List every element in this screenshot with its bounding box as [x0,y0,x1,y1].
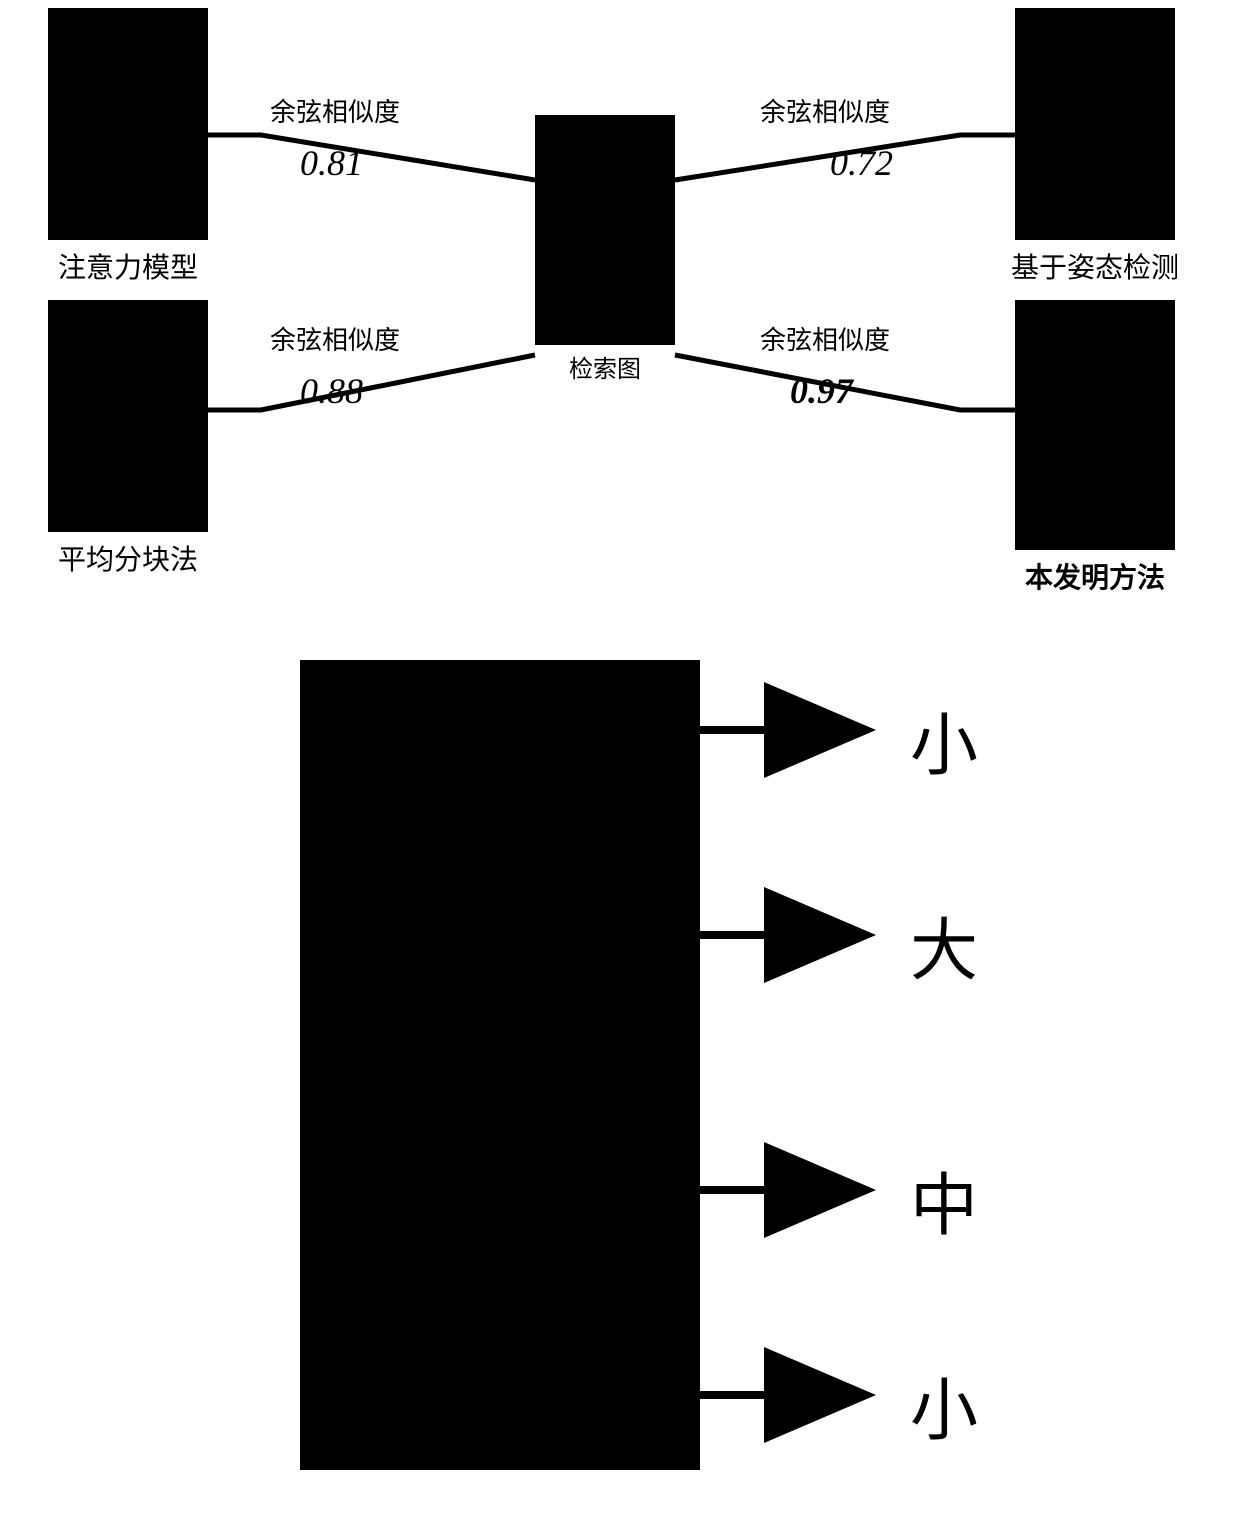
center-query-box [535,115,675,345]
edge-value-tl: 0.81 [300,142,363,184]
bottom-image-box [300,660,700,1470]
edge-value-br: 0.97 [790,370,853,412]
method-box-pose [1015,8,1175,240]
edge-label-br: 余弦相似度 [760,320,890,357]
region-label-0: 小 [910,690,978,789]
diagram-root: 注意力模型 基于姿态检测 平均分块法 本发明方法 检索图 余弦相似度 0.81 … [0,0,1240,1525]
edge-value-bl: 0.88 [300,370,363,412]
method-box-invention [1015,300,1175,550]
method-box-attention [48,8,208,240]
method-label-pose: 基于姿态检测 [995,246,1195,286]
region-label-2: 中 [910,1150,978,1249]
edge-label-tl: 余弦相似度 [270,92,400,129]
edge-label-tr: 余弦相似度 [760,92,890,129]
region-label-1: 大 [910,895,978,994]
method-box-average [48,300,208,532]
method-label-attention: 注意力模型 [28,246,228,286]
method-label-invention: 本发明方法 [995,556,1195,596]
edge-value-tr: 0.72 [830,142,893,184]
region-label-3: 小 [910,1355,978,1454]
method-label-average: 平均分块法 [28,538,228,578]
edge-label-bl: 余弦相似度 [270,320,400,357]
center-label: 检索图 [569,349,641,384]
